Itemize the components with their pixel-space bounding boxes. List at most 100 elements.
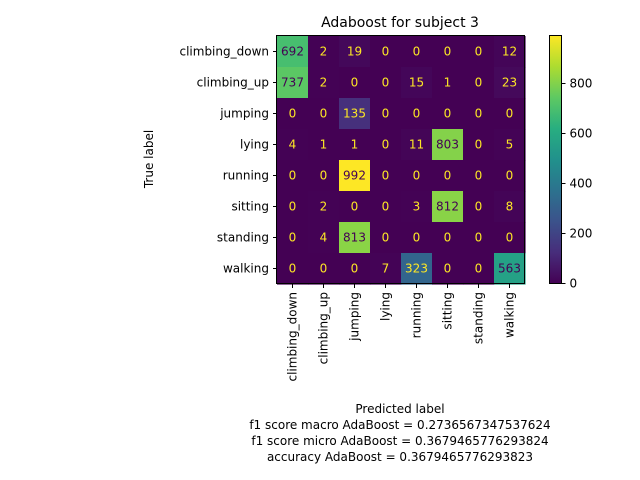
cell-value-label: 7	[382, 262, 390, 276]
cell-value-label: 0	[506, 231, 514, 245]
cell-value-label: 23	[502, 76, 517, 90]
heatmap-cell	[308, 253, 340, 285]
heatmap-cell	[308, 129, 340, 161]
heatmap-cell	[339, 191, 371, 223]
cell-value-label: 0	[475, 107, 483, 121]
heatmap-cell	[401, 67, 433, 99]
heatmap-cell	[277, 98, 309, 130]
colorbar-tick-label: 800	[570, 77, 593, 91]
heatmap-cell	[277, 36, 309, 68]
heatmap-cell	[370, 191, 402, 223]
heatmap-cell	[494, 67, 526, 99]
heatmap-cell	[339, 36, 371, 68]
colorbar-tick-label: 600	[570, 127, 593, 141]
heatmap-cell	[339, 253, 371, 285]
cell-value-label: 0	[351, 200, 359, 214]
heatmap-cell	[432, 160, 464, 192]
heatmap-cell	[370, 160, 402, 192]
cell-value-label: 0	[444, 169, 452, 183]
x-tick-label: climbing_down	[286, 292, 300, 382]
heatmap-cell	[463, 36, 495, 68]
cell-value-label: 0	[413, 45, 421, 59]
x-tick-label: jumping	[348, 292, 362, 342]
colorbar-tick-label: 0	[570, 277, 578, 291]
heatmap-cell	[432, 36, 464, 68]
y-axis-label: True label	[142, 130, 156, 189]
heatmap-cell	[277, 129, 309, 161]
cell-value-label: 0	[382, 200, 390, 214]
heatmap-cell	[339, 222, 371, 254]
cell-value-label: 8	[506, 200, 514, 214]
cell-value-label: 0	[382, 138, 390, 152]
cell-value-label: 0	[475, 45, 483, 59]
cell-value-label: 0	[351, 262, 359, 276]
note-f1-micro: f1 score micro AdaBoost = 0.367946577629…	[251, 434, 548, 448]
note-accuracy: accuracy AdaBoost = 0.3679465776293823	[267, 450, 533, 464]
cell-value-label: 1	[351, 138, 359, 152]
cell-value-label: 0	[289, 200, 297, 214]
heatmap-cell	[339, 98, 371, 130]
cell-value-label: 0	[444, 231, 452, 245]
heatmap-cell	[308, 222, 340, 254]
cell-value-label: 19	[347, 45, 362, 59]
cell-value-label: 0	[289, 169, 297, 183]
x-axis-label: Predicted label	[355, 402, 444, 416]
cell-value-label: 563	[498, 262, 521, 276]
heatmap-cells	[277, 36, 526, 285]
heatmap-cell	[339, 67, 371, 99]
cell-value-label: 5	[506, 138, 514, 152]
heatmap-cell	[432, 67, 464, 99]
heatmap-cell	[432, 98, 464, 130]
cell-value-label: 0	[475, 231, 483, 245]
heatmap-cell	[463, 253, 495, 285]
heatmap-cell	[494, 222, 526, 254]
cell-value-label: 0	[382, 231, 390, 245]
y-tick-label: standing	[217, 231, 269, 245]
cell-value-label: 0	[413, 107, 421, 121]
cell-value-label: 0	[320, 107, 328, 121]
colorbar-ticks: 0 200 400 600 800	[561, 77, 593, 291]
heatmap-cell	[277, 160, 309, 192]
cell-value-label: 0	[475, 262, 483, 276]
heatmap-cell	[277, 67, 309, 99]
cell-value-label: 0	[413, 169, 421, 183]
heatmap-cell	[401, 191, 433, 223]
y-tick-label: climbing_up	[197, 76, 269, 90]
heatmap-cell	[370, 36, 402, 68]
x-tick-label: sitting	[441, 292, 455, 330]
cell-value-label: 0	[475, 200, 483, 214]
heatmap-cell	[463, 222, 495, 254]
cell-value-label: 2	[320, 76, 328, 90]
heatmap-cell	[401, 129, 433, 161]
heatmap-cell	[494, 98, 526, 130]
heatmap-cell	[308, 67, 340, 99]
x-axis-ticks: climbing_down climbing_up jumping lying runn…	[286, 284, 517, 382]
heatmap-cell	[370, 129, 402, 161]
cell-value-label: 0	[475, 138, 483, 152]
cell-value-label: 813	[343, 231, 366, 245]
heatmap-cell	[308, 36, 340, 68]
heatmap-cell	[463, 67, 495, 99]
y-tick-label: climbing_down	[179, 45, 269, 59]
colorbar	[549, 35, 562, 284]
cell-value-label: 0	[351, 76, 359, 90]
cell-value-label: 1	[320, 138, 328, 152]
cell-value-label: 0	[289, 231, 297, 245]
heatmap-cell	[401, 36, 433, 68]
heatmap-cell	[401, 98, 433, 130]
heatmap-cell	[277, 253, 309, 285]
y-tick-label: jumping	[219, 107, 269, 121]
x-tick-label: climbing_up	[317, 292, 331, 364]
heatmap-cell	[339, 160, 371, 192]
y-tick-label: running	[223, 169, 269, 183]
colorbar-tick-label: 400	[570, 177, 593, 191]
cell-value-label: 0	[506, 107, 514, 121]
cell-value-label: 323	[405, 262, 428, 276]
heatmap-cell	[463, 191, 495, 223]
cell-value-label: 0	[289, 262, 297, 276]
heatmap-cell	[432, 191, 464, 223]
heatmap-cell	[432, 253, 464, 285]
